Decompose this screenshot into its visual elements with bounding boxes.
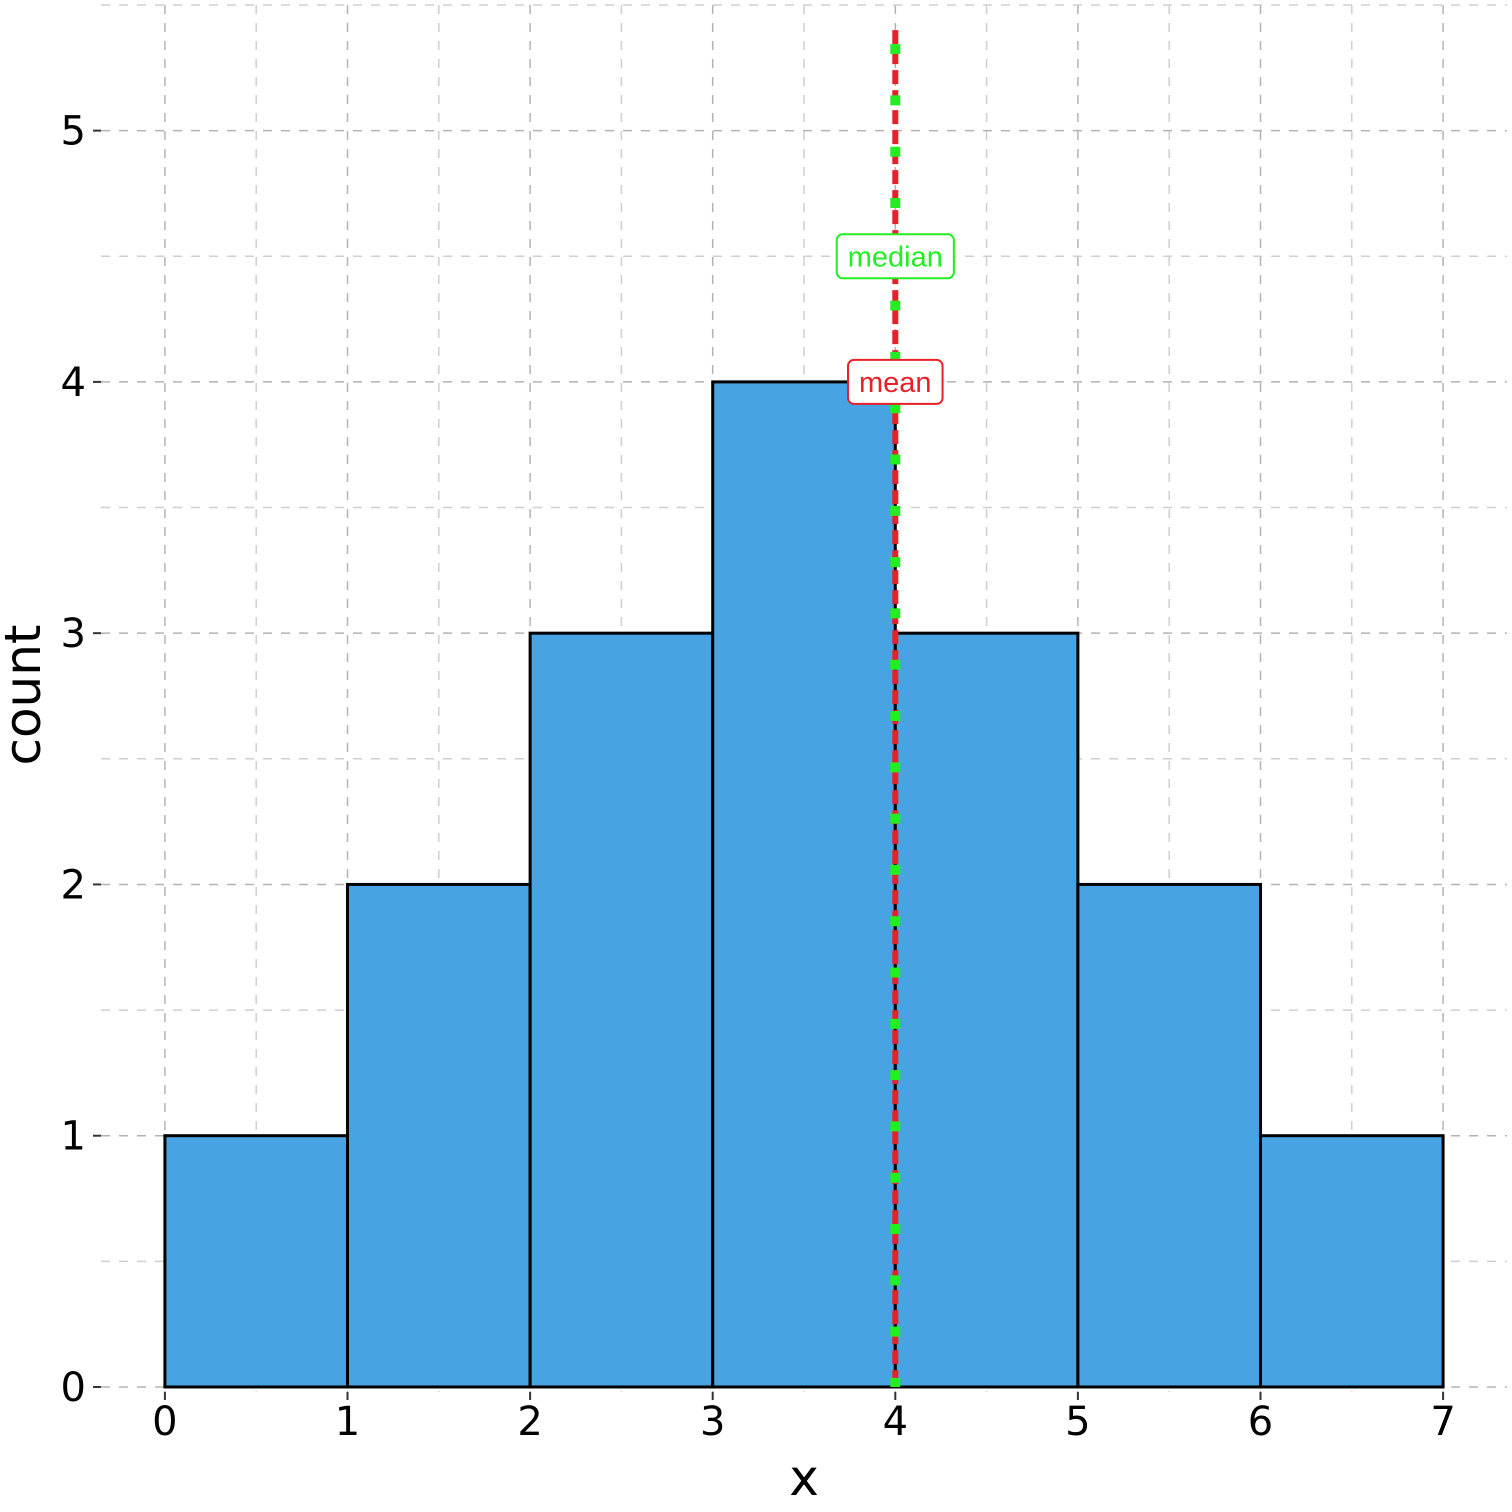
median-label: median: [848, 241, 943, 273]
x-tick-label: 3: [700, 1399, 725, 1445]
y-tick-label: 3: [61, 611, 86, 657]
mean-label-box: [847, 358, 944, 405]
x-tick-label: 4: [883, 1399, 908, 1445]
histogram-bar: [528, 631, 715, 1389]
y-axis-ticks: 0 1 2 3 4 5: [61, 109, 101, 1411]
histogram-bar: [163, 1134, 350, 1389]
y-tick-label: 2: [61, 862, 86, 908]
histogram-bar: [711, 380, 897, 1389]
x-tick-label: 1: [335, 1399, 360, 1445]
histogram-bar: [1258, 1134, 1445, 1389]
mean-label: mean: [859, 367, 932, 399]
x-axis-title: x: [789, 1449, 819, 1507]
median-label-box: [835, 233, 955, 280]
y-tick-label: 5: [61, 109, 86, 155]
histogram-bar: [346, 882, 532, 1389]
y-axis-title: count: [0, 624, 52, 765]
x-tick-label: 5: [1065, 1399, 1090, 1445]
reference-lines: median mean: [835, 30, 955, 1387]
histogram-bars: [163, 380, 1445, 1389]
x-tick-label: 2: [517, 1399, 542, 1445]
y-tick-label: 1: [61, 1114, 86, 1160]
x-tick-label: 6: [1248, 1399, 1273, 1445]
x-axis-ticks: 0 1 2 3 4 5 6 7: [152, 1392, 1456, 1445]
x-tick-label: 0: [152, 1399, 177, 1445]
histogram-bar: [1076, 882, 1262, 1389]
x-tick-label: 7: [1430, 1399, 1455, 1445]
y-tick-label: 4: [61, 360, 86, 406]
histogram-bar: [893, 631, 1080, 1389]
y-tick-label: 0: [61, 1365, 86, 1411]
